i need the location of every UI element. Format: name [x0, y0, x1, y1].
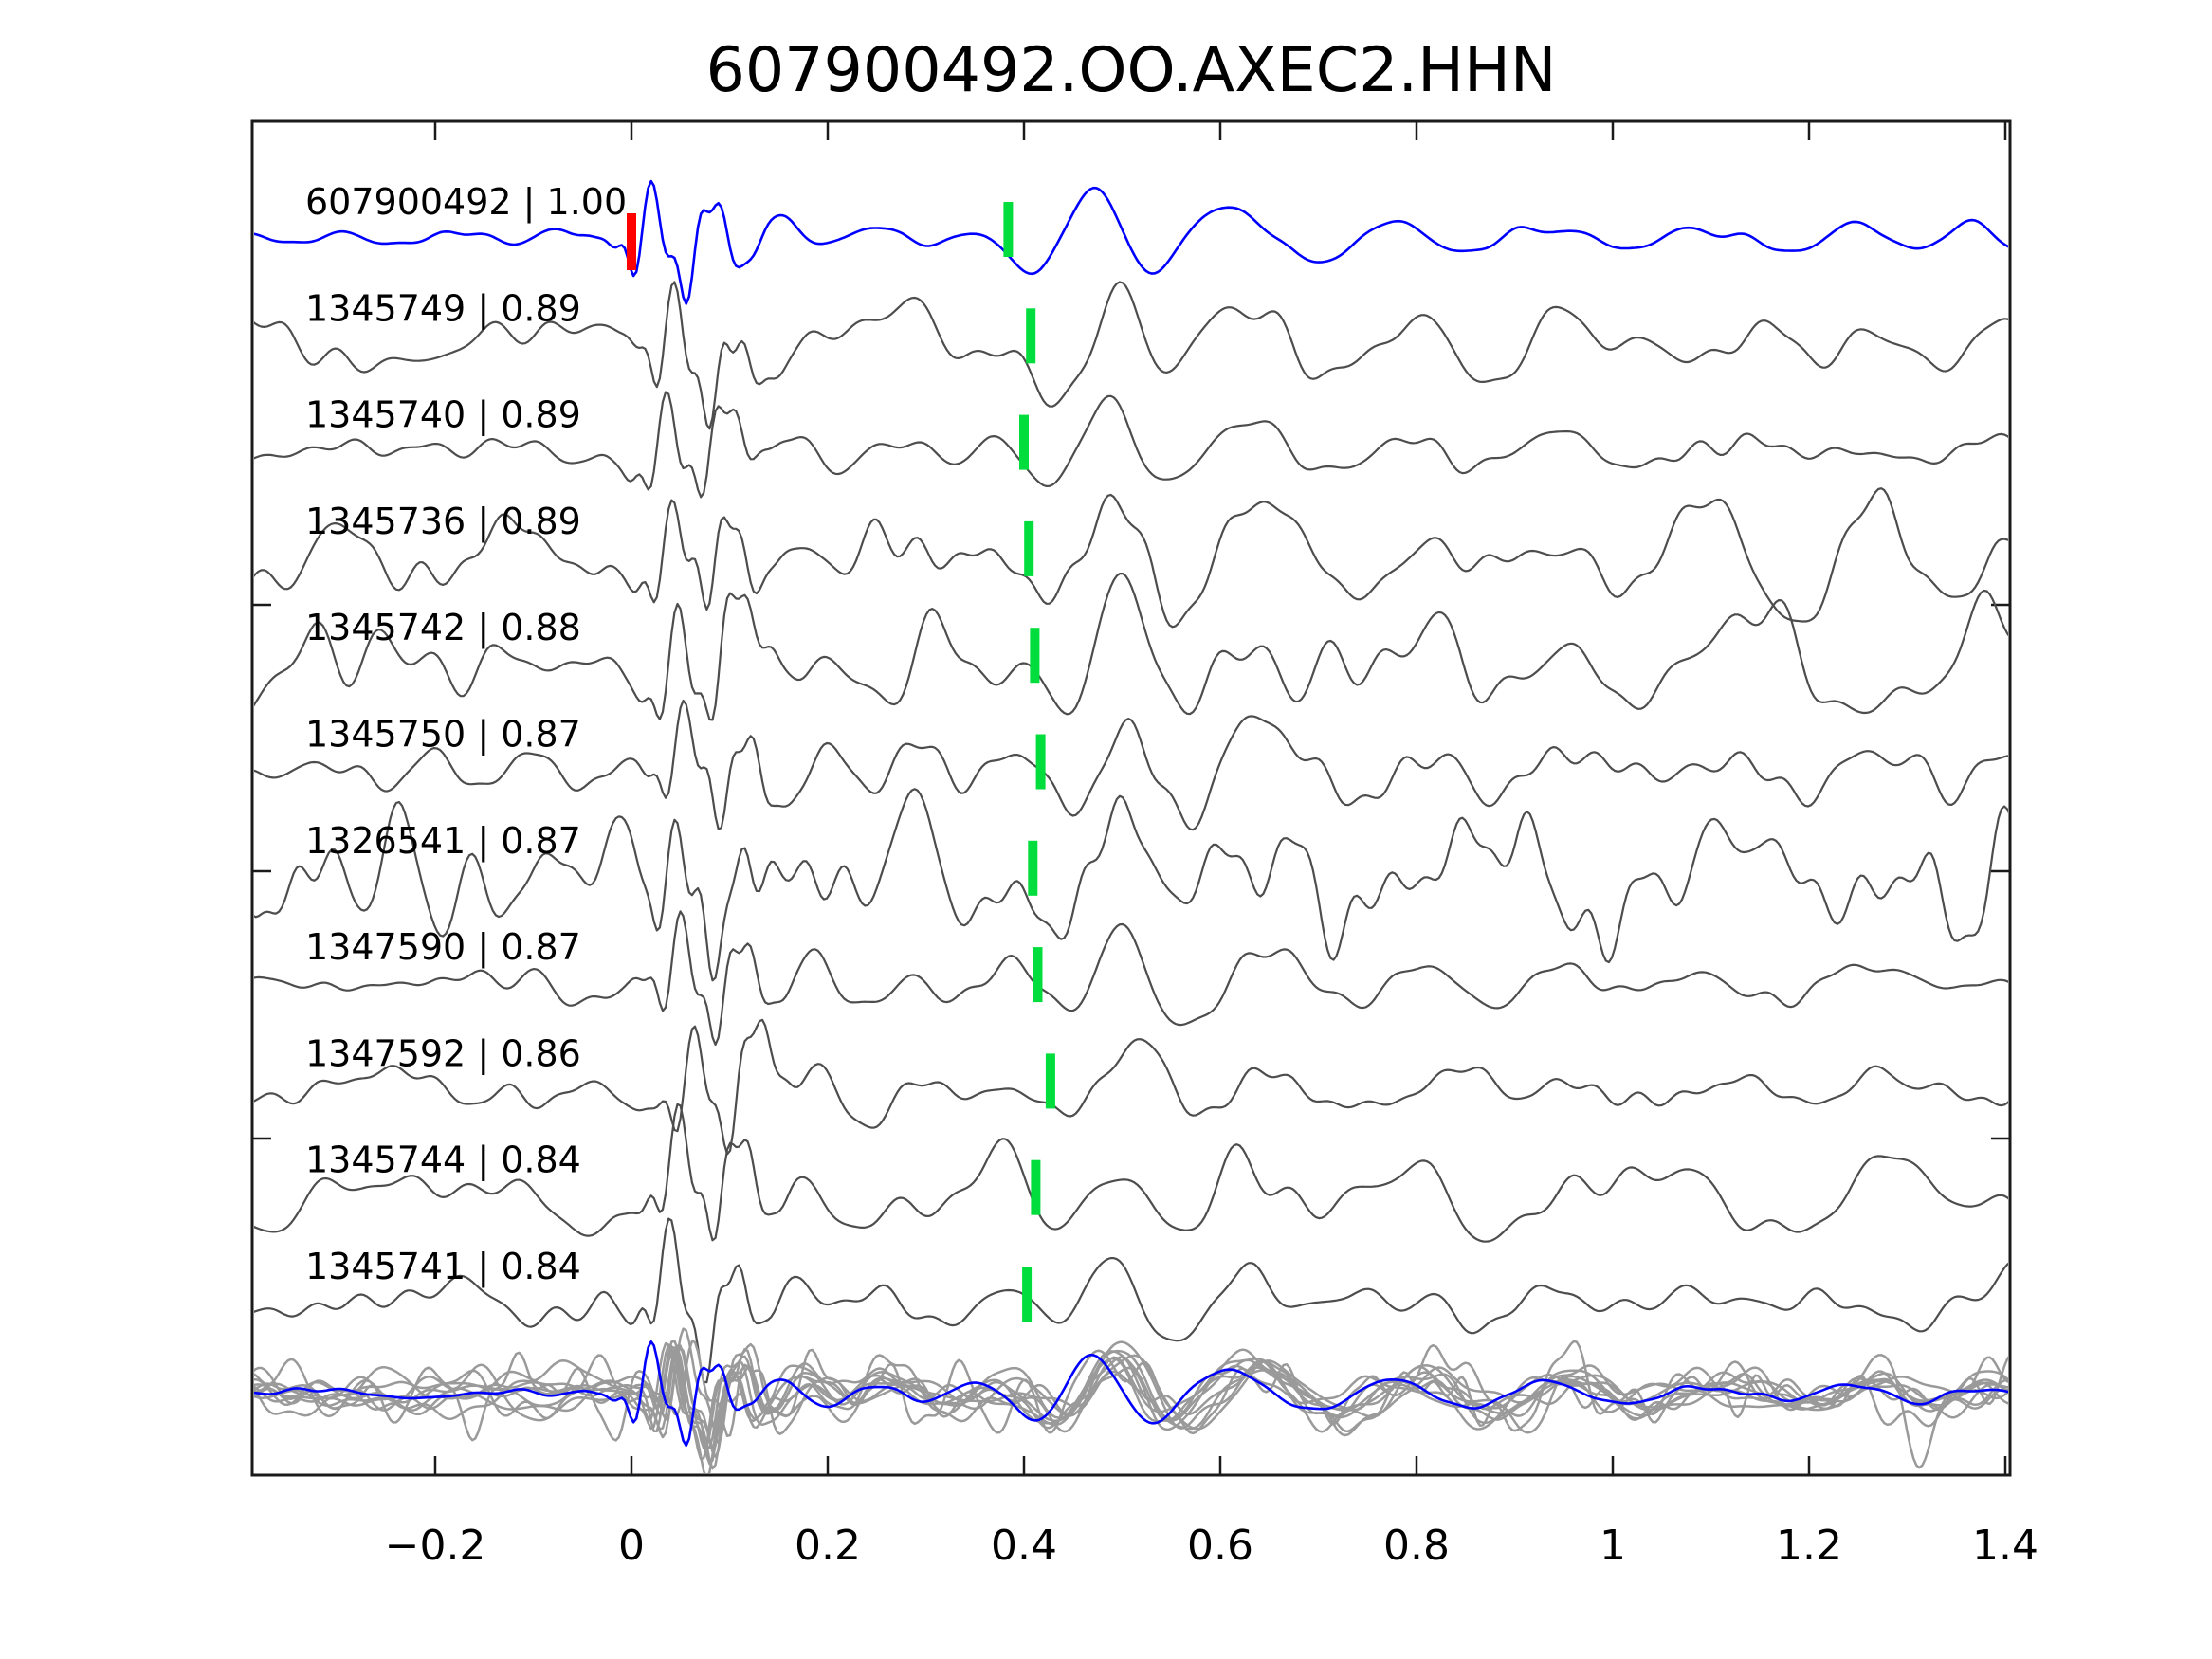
- detection-trace: [254, 1103, 2008, 1243]
- detection-trace: [254, 487, 2008, 629]
- stack-traces: [254, 1327, 2008, 1473]
- x-tick-label: 1.2: [1776, 1522, 1842, 1570]
- trace-label: 1347590 | 0.87: [305, 926, 581, 969]
- trace-label: 1345742 | 0.88: [305, 607, 581, 649]
- x-tick-label: 0.6: [1187, 1522, 1253, 1570]
- pick-marker-green: [1035, 734, 1046, 790]
- pick-markers: [627, 202, 1055, 1322]
- trace-label: 1345744 | 0.84: [305, 1139, 581, 1182]
- figure-title: 607900492.OO.AXEC2.HHN: [705, 35, 1556, 106]
- traces: [254, 179, 2008, 1384]
- pick-marker-green: [1024, 520, 1034, 576]
- x-tick-label: 0.8: [1383, 1522, 1450, 1570]
- template-trace: [254, 179, 2008, 305]
- x-tick-label: −0.2: [385, 1522, 486, 1570]
- trace-label: 1345740 | 0.89: [305, 394, 581, 437]
- x-tick-label: 0: [618, 1522, 645, 1570]
- detection-trace: [254, 1217, 2008, 1384]
- x-tick-label: 0.4: [991, 1522, 1057, 1570]
- x-tick-label: 0.2: [795, 1522, 861, 1570]
- pick-marker-green: [1022, 1267, 1033, 1322]
- trace-label: 607900492 | 1.00: [305, 181, 627, 224]
- axis-ticks: [252, 121, 2010, 1475]
- stack-gray-trace: [254, 1344, 2008, 1449]
- pick-marker-green: [1026, 308, 1036, 364]
- pick-marker-green: [1003, 202, 1014, 257]
- detection-trace: [254, 699, 2008, 831]
- trace-labels: 607900492 | 1.00 1345749 | 0.89 1345740 | …: [305, 181, 627, 1288]
- stack-gray-trace: [254, 1343, 2008, 1450]
- stack-gray-trace: [254, 1341, 2008, 1461]
- trace-label: 1345741 | 0.84: [305, 1246, 581, 1288]
- pick-marker-green: [1031, 1159, 1041, 1215]
- detection-trace: [254, 910, 2008, 1047]
- x-tick-label: 1: [1600, 1522, 1626, 1570]
- pick-marker-green: [1033, 947, 1043, 1003]
- stack-gray-trace: [254, 1350, 2008, 1473]
- detection-trace: [254, 1018, 2008, 1156]
- detection-trace: [254, 281, 2008, 430]
- plot-border: [250, 119, 2012, 1477]
- pick-marker-green: [1028, 840, 1038, 896]
- pick-marker-green: [1030, 628, 1040, 684]
- pick-marker-green: [1019, 414, 1029, 470]
- trace-label: 1345749 | 0.89: [305, 287, 581, 330]
- stack-template-trace: [254, 1340, 2008, 1448]
- trace-label: 1326541 | 0.87: [305, 820, 581, 863]
- trace-label: 1345750 | 0.87: [305, 714, 581, 757]
- trace-label: 1345736 | 0.89: [305, 501, 581, 543]
- detection-trace: [254, 573, 2008, 721]
- trace-label: 1347592 | 0.86: [305, 1032, 581, 1075]
- x-tick-label: 1.4: [1972, 1522, 2038, 1570]
- pick-marker-green: [1045, 1053, 1055, 1109]
- template-pick-marker-red: [627, 213, 636, 270]
- detection-trace: [254, 788, 2008, 982]
- detection-trace: [254, 391, 2008, 499]
- x-tick-labels: −0.2 0 0.2 0.4 0.6 0.8 1 1.2 1.4: [385, 1522, 2038, 1570]
